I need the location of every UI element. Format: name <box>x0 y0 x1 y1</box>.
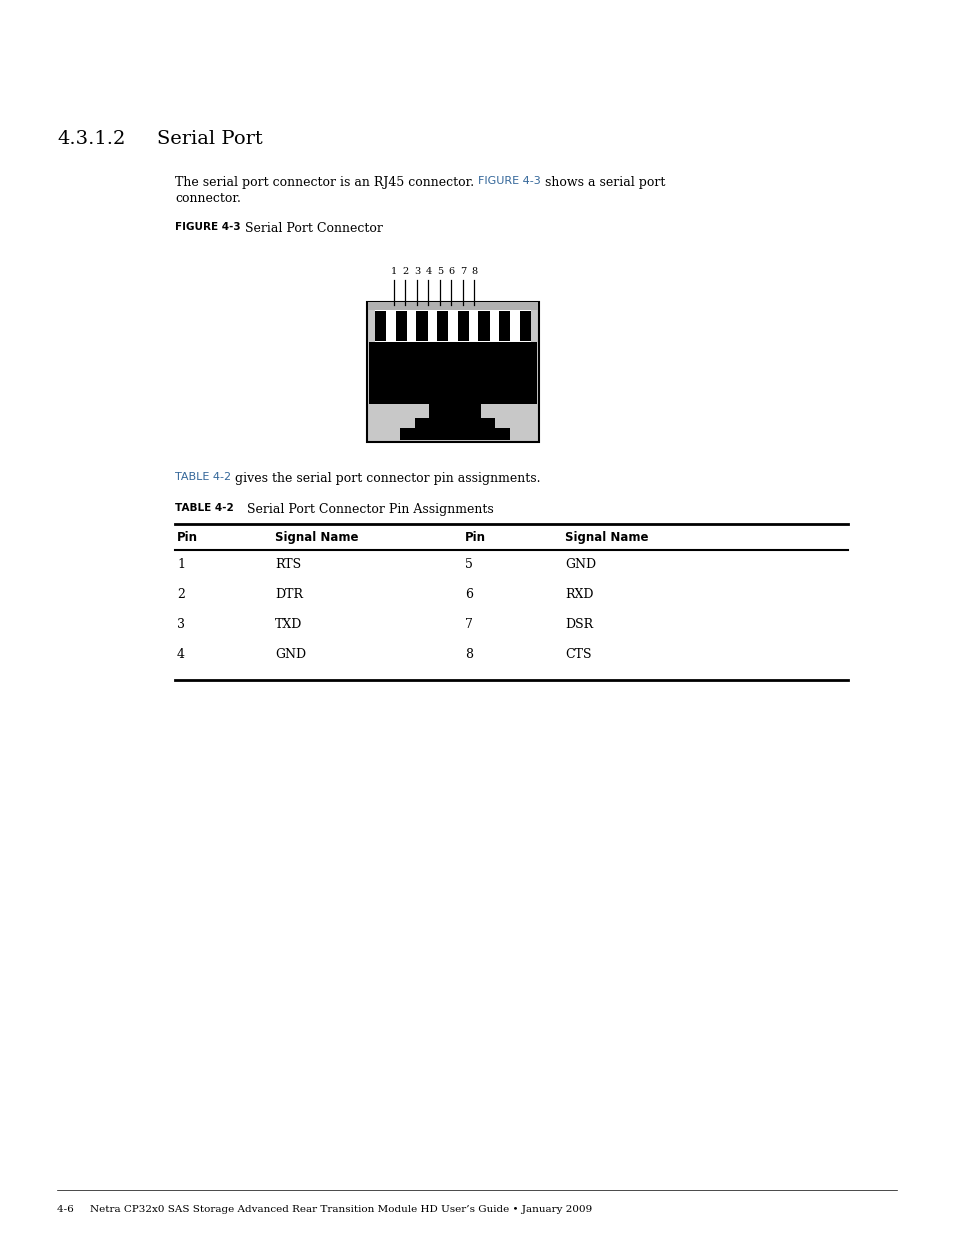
Text: Pin: Pin <box>464 531 485 543</box>
Bar <box>369 404 429 417</box>
Text: Serial Port: Serial Port <box>157 130 262 148</box>
Bar <box>498 311 510 341</box>
Bar <box>375 311 386 341</box>
Text: Serial Port Connector: Serial Port Connector <box>245 222 382 235</box>
Text: FIGURE 4-3: FIGURE 4-3 <box>174 222 240 232</box>
Text: Pin: Pin <box>177 531 198 543</box>
Text: 5: 5 <box>464 558 473 571</box>
Bar <box>415 417 495 429</box>
Text: 1: 1 <box>391 267 396 275</box>
Bar <box>395 311 407 341</box>
Text: 2: 2 <box>402 267 408 275</box>
Text: 4: 4 <box>425 267 431 275</box>
Bar <box>510 429 537 440</box>
Text: 8: 8 <box>471 267 477 275</box>
Bar <box>436 311 448 341</box>
Text: 2: 2 <box>177 588 185 601</box>
Text: RTS: RTS <box>274 558 301 571</box>
Text: TXD: TXD <box>274 618 302 631</box>
Text: GND: GND <box>564 558 596 571</box>
Bar <box>399 429 510 440</box>
Text: 5: 5 <box>436 267 442 275</box>
Text: gives the serial port connector pin assignments.: gives the serial port connector pin assi… <box>231 472 540 485</box>
Bar <box>369 342 537 404</box>
Bar <box>519 311 531 341</box>
Text: 8: 8 <box>464 648 473 661</box>
Text: shows a serial port: shows a serial port <box>540 177 664 189</box>
Text: DSR: DSR <box>564 618 593 631</box>
Bar <box>416 311 427 341</box>
Text: Signal Name: Signal Name <box>274 531 358 543</box>
Text: GND: GND <box>274 648 306 661</box>
Text: Serial Port Connector Pin Assignments: Serial Port Connector Pin Assignments <box>247 503 494 516</box>
Text: 3: 3 <box>177 618 185 631</box>
Bar <box>457 311 469 341</box>
Text: Signal Name: Signal Name <box>564 531 648 543</box>
Text: 6: 6 <box>448 267 454 275</box>
Bar <box>495 417 537 429</box>
Text: TABLE 4-2: TABLE 4-2 <box>174 472 231 482</box>
Text: 6: 6 <box>464 588 473 601</box>
Bar <box>480 404 537 417</box>
Text: 4.3.1.2: 4.3.1.2 <box>57 130 125 148</box>
Bar <box>369 429 399 440</box>
Text: 1: 1 <box>177 558 185 571</box>
Text: The serial port connector is an RJ45 connector.: The serial port connector is an RJ45 con… <box>174 177 477 189</box>
Text: RXD: RXD <box>564 588 593 601</box>
Bar <box>477 311 489 341</box>
Text: FIGURE 4-3: FIGURE 4-3 <box>477 177 540 186</box>
Text: 7: 7 <box>459 267 466 275</box>
Bar <box>369 417 415 429</box>
Bar <box>367 303 538 442</box>
Text: 4-6     Netra CP32x0 SAS Storage Advanced Rear Transition Module HD User’s Guide: 4-6 Netra CP32x0 SAS Storage Advanced Re… <box>57 1205 592 1214</box>
Text: 4: 4 <box>177 648 185 661</box>
Bar <box>368 303 537 310</box>
Text: TABLE 4-2: TABLE 4-2 <box>174 503 233 513</box>
Text: connector.: connector. <box>174 191 240 205</box>
Bar <box>369 342 537 414</box>
Text: CTS: CTS <box>564 648 591 661</box>
Bar <box>429 404 480 417</box>
Text: 3: 3 <box>414 267 419 275</box>
Bar <box>375 310 531 342</box>
Text: DTR: DTR <box>274 588 303 601</box>
Text: 7: 7 <box>464 618 473 631</box>
